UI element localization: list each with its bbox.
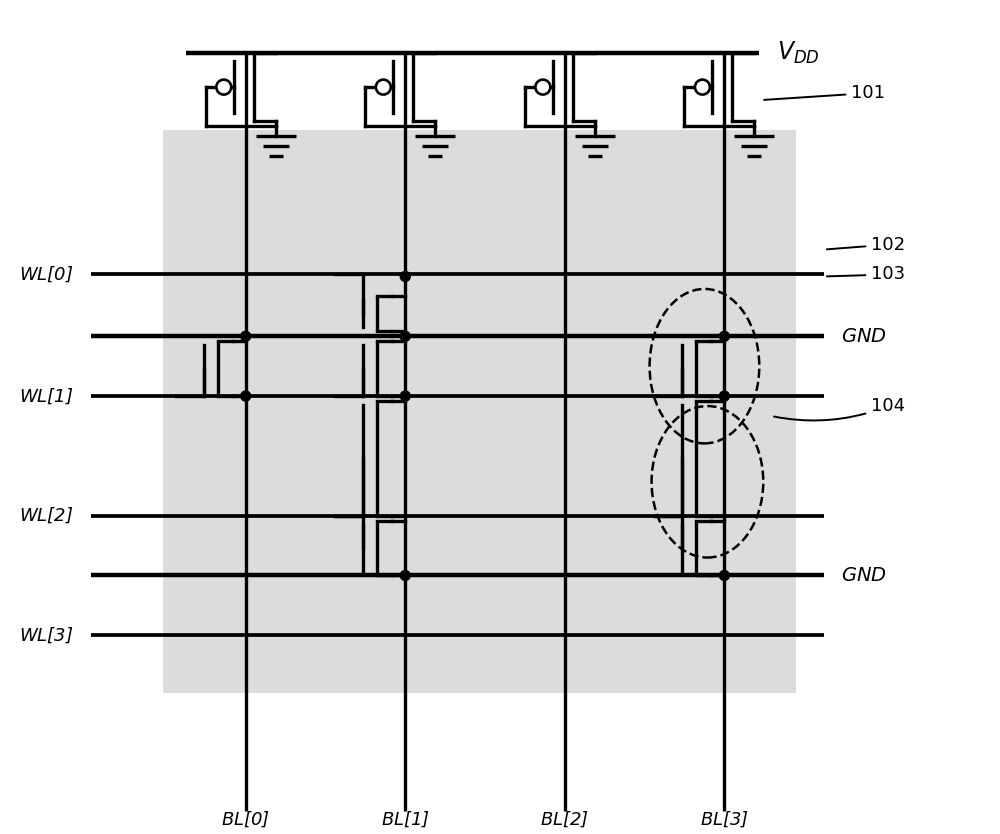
- Text: $BL$[2]: $BL$[2]: [540, 809, 589, 829]
- Circle shape: [241, 331, 251, 341]
- Circle shape: [695, 79, 710, 94]
- Circle shape: [241, 391, 251, 401]
- Text: $WL$[3]: $WL$[3]: [19, 626, 73, 645]
- Circle shape: [376, 79, 391, 94]
- Text: 103: 103: [827, 265, 905, 284]
- Text: $V_{DD}$: $V_{DD}$: [777, 40, 820, 67]
- Circle shape: [719, 570, 729, 580]
- Text: $BL$[3]: $BL$[3]: [700, 809, 749, 829]
- Circle shape: [216, 79, 231, 94]
- Circle shape: [400, 570, 410, 580]
- Bar: [163, 130, 796, 693]
- Text: $GND$: $GND$: [841, 327, 887, 346]
- Circle shape: [719, 331, 729, 341]
- Circle shape: [535, 79, 550, 94]
- Text: $BL$[0]: $BL$[0]: [221, 809, 270, 829]
- Circle shape: [400, 331, 410, 341]
- Text: $WL$[0]: $WL$[0]: [19, 264, 73, 284]
- Text: $GND$: $GND$: [841, 566, 887, 585]
- Circle shape: [400, 272, 410, 281]
- Text: 102: 102: [827, 235, 905, 254]
- Text: $BL$[1]: $BL$[1]: [381, 809, 430, 829]
- Circle shape: [719, 391, 729, 401]
- Text: $WL$[2]: $WL$[2]: [19, 506, 73, 525]
- Text: 101: 101: [764, 84, 885, 102]
- Circle shape: [400, 391, 410, 401]
- Text: 104: 104: [774, 397, 905, 420]
- Text: $WL$[1]: $WL$[1]: [19, 386, 73, 406]
